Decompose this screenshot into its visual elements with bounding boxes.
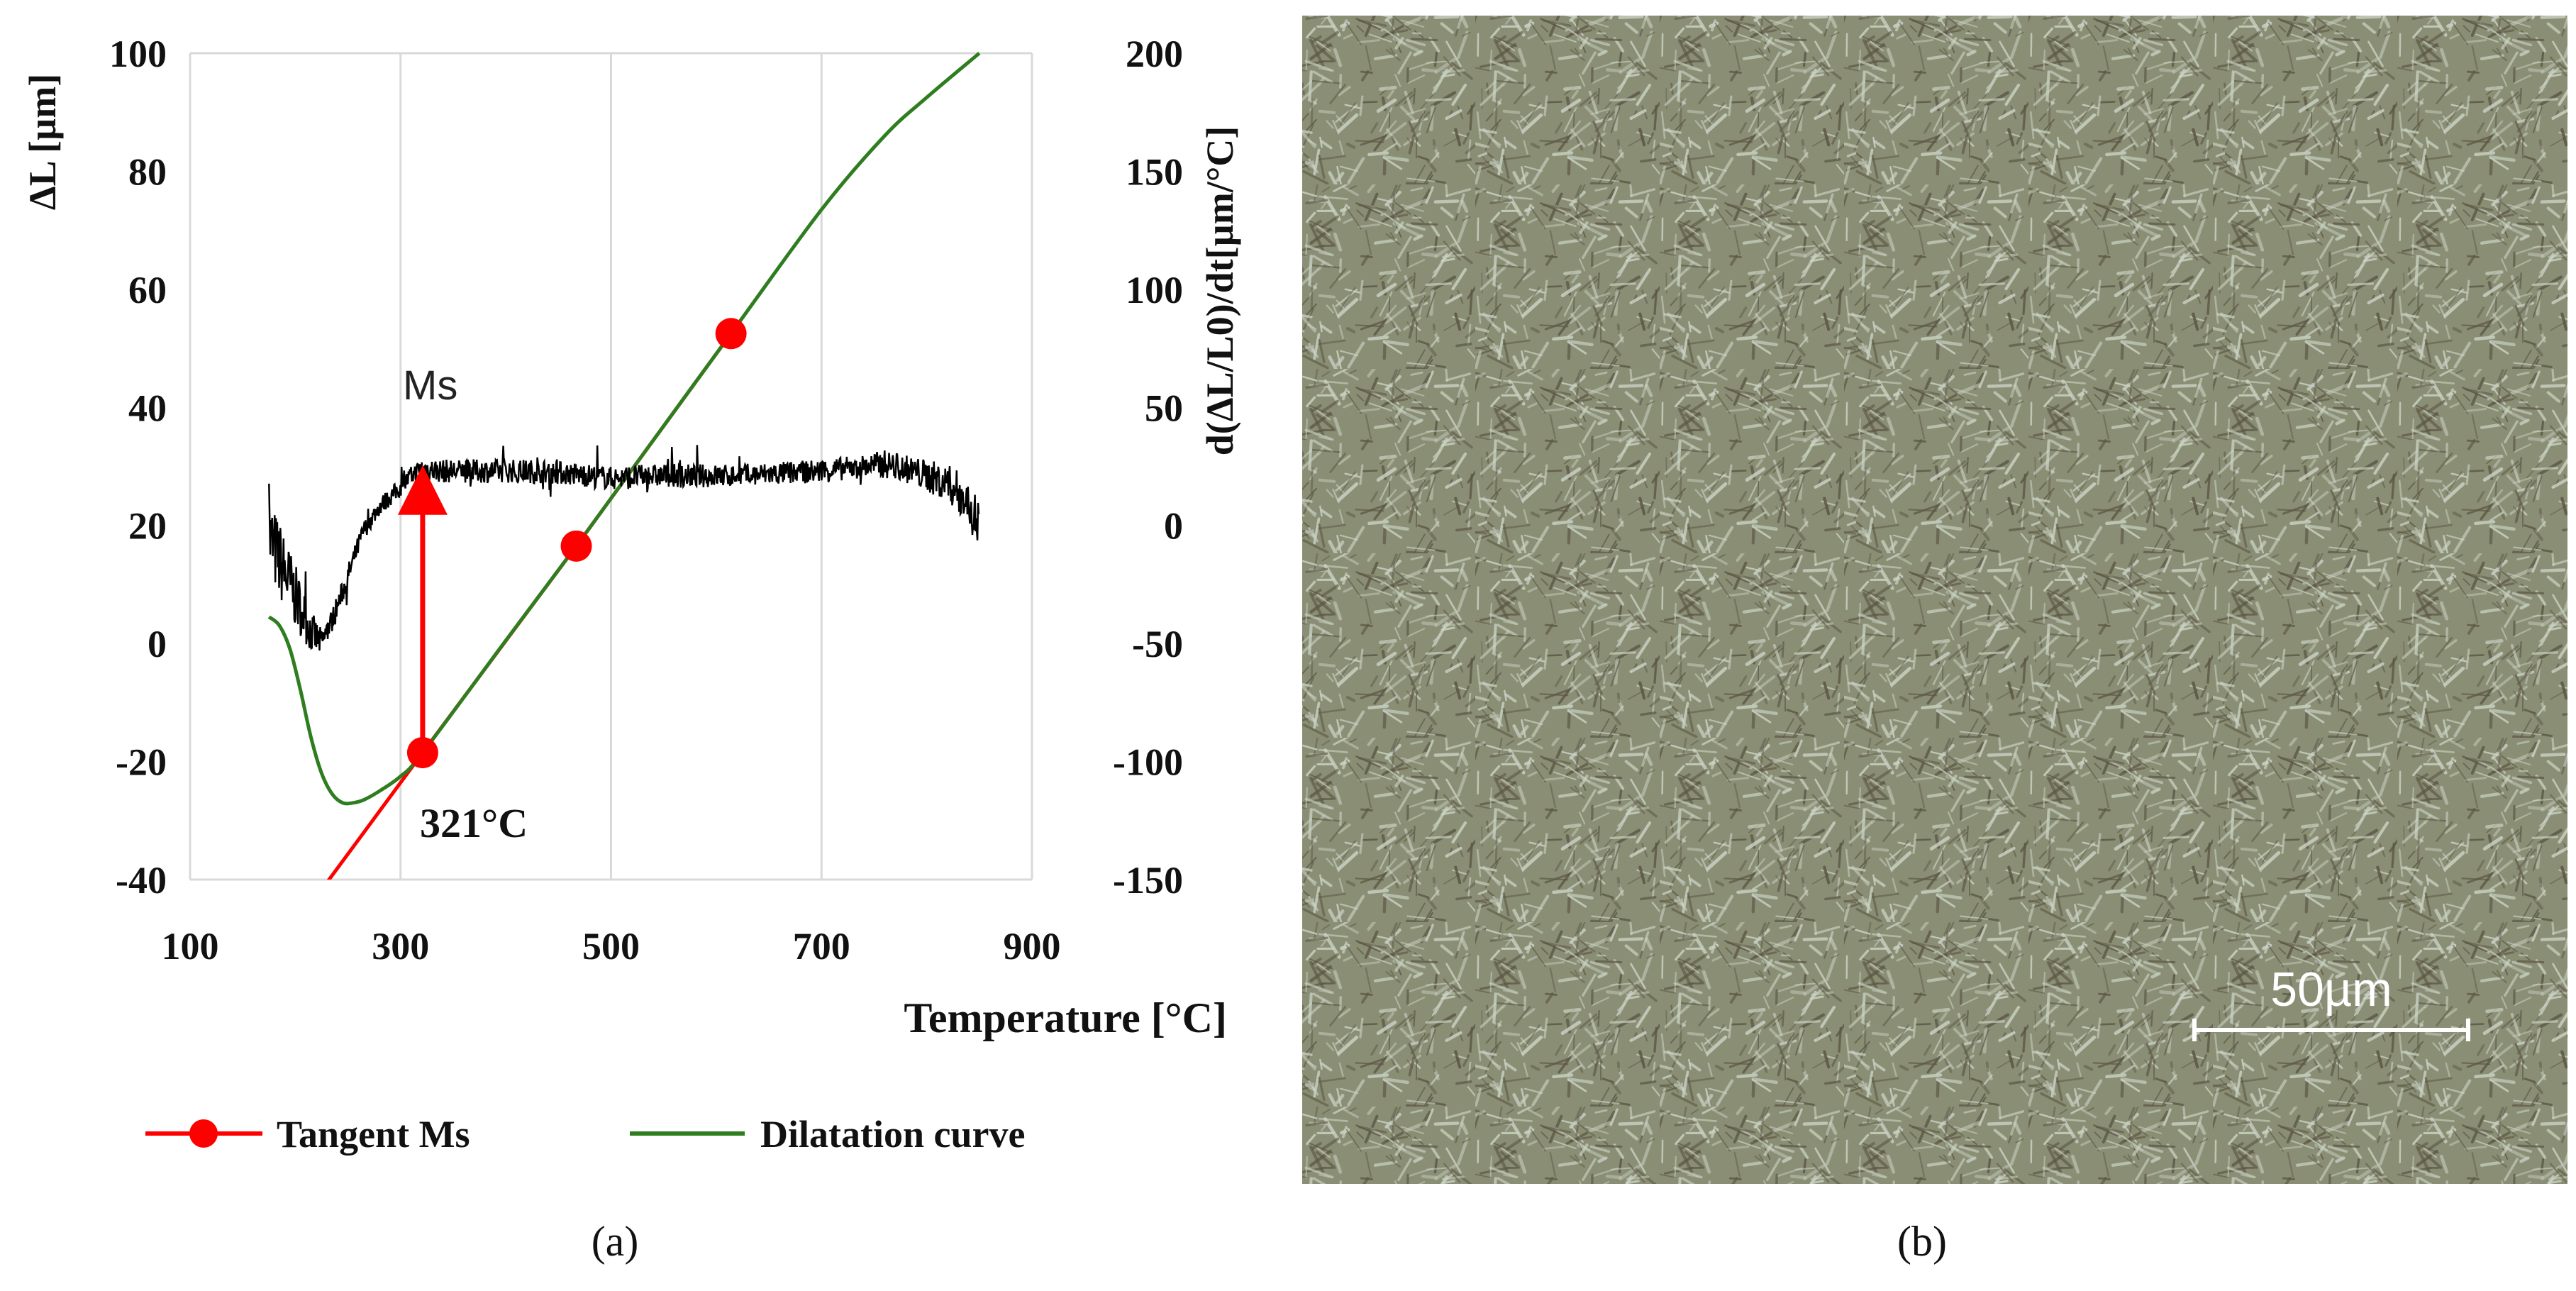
y-tick-label-100: 100 <box>109 33 167 75</box>
tick-layer: 100 300 500 700 900-40-20020406080100-150-10… <box>109 33 1183 968</box>
x-tick-label-900: 900 <box>1004 925 1061 968</box>
tangent-marker-2 <box>560 530 592 562</box>
marker-layer <box>406 318 747 769</box>
y-tick-label-40: 40 <box>128 387 167 429</box>
ms-label: Ms <box>403 362 457 409</box>
y2-tick-label-150: 150 <box>1126 150 1183 193</box>
legend-tangent-marker <box>189 1119 218 1148</box>
y-tick-label--40: -40 <box>116 859 167 902</box>
dilatation-layer <box>267 52 981 806</box>
legend-dilatation-label: Dilatation curve <box>760 1113 1025 1156</box>
y-tick-label-80: 80 <box>128 150 167 193</box>
y-tick-label--20: -20 <box>116 741 167 784</box>
ms-temperature-label: 321°C <box>420 800 528 846</box>
derivative-layer <box>268 445 980 651</box>
dilatation-curve <box>267 52 981 806</box>
y2-tick-label--100: -100 <box>1113 741 1183 784</box>
y-tick-label-20: 20 <box>128 505 167 548</box>
scale-bar: 50µm <box>2192 963 2470 1041</box>
micrograph-texture <box>1302 16 2567 1184</box>
y2-tick-label-200: 200 <box>1126 33 1183 75</box>
y2-tick-label-100: 100 <box>1126 269 1183 311</box>
y-axis-label: ΔL [µm] <box>21 74 64 210</box>
y2-tick-label--150: -150 <box>1113 859 1183 902</box>
legend: Tangent Ms Dilatation curve <box>145 1113 1025 1156</box>
chart-panel: 100 300 500 700 900-40-20020406080100-150-10… <box>21 33 1241 1265</box>
y2-tick-label--50: -50 <box>1132 623 1183 665</box>
x-axis-label: Temperature [°C] <box>904 994 1227 1041</box>
legend-tangent-label: Tangent Ms <box>277 1113 470 1156</box>
x-tick-label-500: 500 <box>582 925 640 968</box>
x-tick-label-700: 700 <box>793 925 850 968</box>
x-tick-label-300: 300 <box>372 925 429 968</box>
y-tick-label-0: 0 <box>148 623 167 665</box>
y-tick-label-60: 60 <box>128 269 167 311</box>
micrograph-panel: 50µm (b) <box>1302 16 2567 1265</box>
panel-b-label: (b) <box>1897 1218 1947 1265</box>
x-tick-label-100: 100 <box>162 925 219 968</box>
derivative-curve <box>268 445 980 651</box>
y2-tick-label-50: 50 <box>1145 387 1183 429</box>
grid-lines <box>189 53 1033 880</box>
tangent-marker-3 <box>715 318 747 350</box>
y2-axis-label: d(ΔL/L0)/dt[µm/°C] <box>1199 126 1241 456</box>
y2-tick-label-0: 0 <box>1164 505 1183 548</box>
panel-a-label: (a) <box>592 1218 639 1265</box>
scale-bar-label: 50µm <box>2270 963 2392 1016</box>
